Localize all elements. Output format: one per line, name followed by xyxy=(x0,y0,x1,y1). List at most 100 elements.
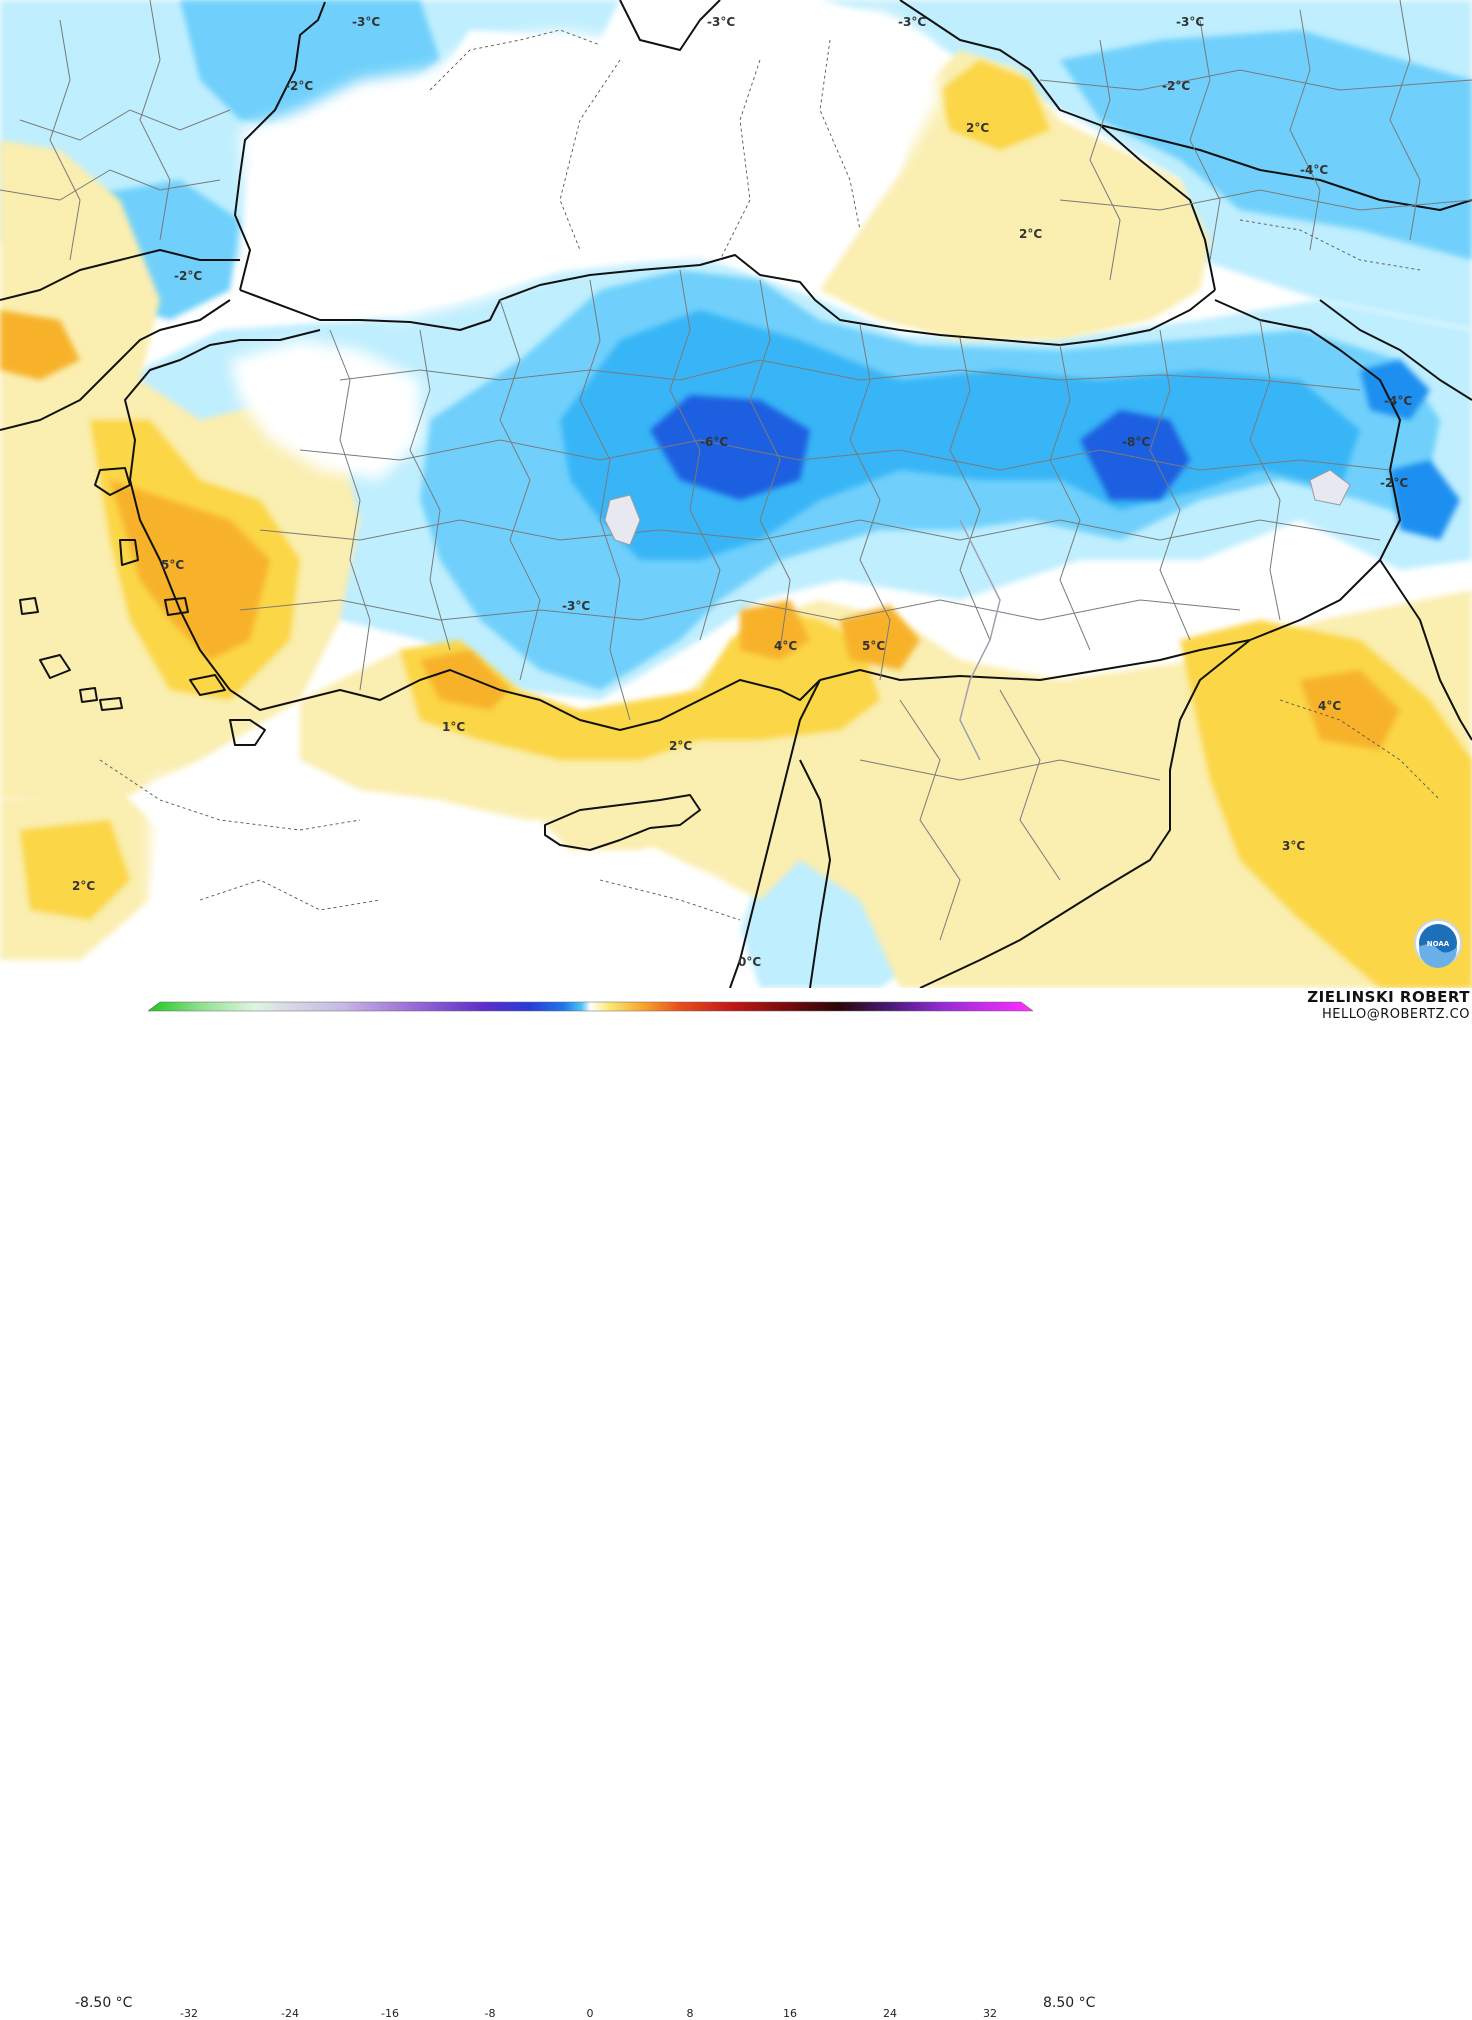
temp-label: 5°C xyxy=(862,639,885,653)
temp-label: 0°C xyxy=(738,955,761,969)
island-lesbos xyxy=(94,467,131,496)
contour-line xyxy=(199,879,381,911)
island-aegean-1 xyxy=(39,654,71,679)
warm-field-mediterranean xyxy=(300,590,1472,988)
isotherm-contours xyxy=(99,29,1441,921)
contour-line xyxy=(1239,219,1421,271)
scale-tick: -24 xyxy=(281,2007,299,2020)
contour-line xyxy=(99,759,361,831)
temp-label: -4°C xyxy=(1384,394,1412,408)
island-rhodes xyxy=(229,719,266,746)
warm-field-antalya xyxy=(420,650,510,710)
warm-field-adana xyxy=(740,600,810,660)
province-line xyxy=(1049,344,1091,651)
armenia-border xyxy=(1319,299,1472,401)
province-line xyxy=(899,699,961,941)
temp-label: 5°C xyxy=(161,558,184,572)
temp-label: 4°C xyxy=(774,639,797,653)
temp-label: -3°C xyxy=(898,15,926,29)
temp-label: 2°C xyxy=(669,739,692,753)
temp-label: -2°C xyxy=(174,269,202,283)
lake-van xyxy=(1309,469,1351,506)
temp-label: -3°C xyxy=(352,15,380,29)
contour-line xyxy=(559,59,621,251)
political-borders xyxy=(0,0,1472,988)
province-line xyxy=(299,439,1391,471)
scale-tick: 32 xyxy=(983,2007,997,2020)
cold-field-iran-core xyxy=(1390,460,1460,540)
province-line xyxy=(859,759,1161,781)
province-line xyxy=(1149,329,1191,641)
province-line xyxy=(1059,189,1472,211)
scale-tick: -16 xyxy=(381,2007,399,2020)
temp-label: 3°C xyxy=(1282,839,1305,853)
black-sea-coastline xyxy=(234,1,326,291)
warm-field-gaziantep xyxy=(840,605,920,670)
jordan-border xyxy=(799,759,831,988)
river-euphrates xyxy=(959,519,1001,761)
island-chios xyxy=(119,539,139,566)
contour-line xyxy=(1279,699,1441,801)
province-line xyxy=(259,519,1381,541)
province-line xyxy=(499,299,541,681)
turkey-aegean-coast xyxy=(124,329,321,691)
island-aegean-4 xyxy=(189,674,226,696)
syria-iraq-border xyxy=(919,639,1251,988)
scale-tick: 0 xyxy=(586,2007,594,2020)
province-line xyxy=(19,109,231,141)
lake-tuz xyxy=(604,494,641,546)
contour-line xyxy=(429,29,601,91)
scale-min-label: -8.50 °C xyxy=(75,1995,133,2011)
noaa-logo-wave xyxy=(1419,944,1457,968)
temperature-anomaly-map: -3°C -3°C -3°C -3°C -2°C -2°C 2°C 2°C -4… xyxy=(0,0,1472,988)
province-line xyxy=(1089,39,1121,281)
contour-line xyxy=(719,59,761,261)
neutral-field-marmara xyxy=(230,340,420,480)
cyprus-coast xyxy=(544,794,701,851)
iran-border xyxy=(1379,559,1472,741)
turkey-iraq-iran-border xyxy=(1214,299,1401,641)
author-email[interactable]: HELLO@ROBERTZ.CO xyxy=(1321,1007,1470,1022)
turkey-syria-border xyxy=(819,639,1251,681)
balkans-coast xyxy=(0,299,231,431)
island-aegean-3 xyxy=(79,687,98,703)
province-line xyxy=(749,279,791,651)
temp-label: -2°C xyxy=(1380,476,1408,490)
crimea-coast xyxy=(619,0,721,51)
turkey-south-coast xyxy=(229,669,821,731)
temp-label: -3°C xyxy=(707,15,735,29)
scale-tick: -8 xyxy=(484,2007,496,2020)
noaa-logo-text: NOAA xyxy=(1427,940,1450,948)
contour-line xyxy=(819,39,861,231)
temp-label: 2°C xyxy=(1019,227,1042,241)
noaa-logo: NOAA xyxy=(1414,919,1462,968)
temp-label: -3°C xyxy=(562,599,590,613)
temp-label: -8°C xyxy=(1122,435,1150,449)
author-name: ZIELINSKI ROBERT xyxy=(1307,988,1470,1006)
black-sea-east-coast xyxy=(899,0,1216,291)
temperature-labels: -3°C -3°C -3°C -3°C -2°C -2°C 2°C 2°C -4… xyxy=(72,15,1412,969)
scale-max-label: 8.50 °C xyxy=(1043,1995,1096,2011)
province-line xyxy=(1389,0,1421,241)
province-line xyxy=(1249,319,1281,621)
province-line xyxy=(949,337,991,641)
cold-field-caucasus-core xyxy=(1360,360,1430,420)
warm-field-iraq-core xyxy=(1300,670,1400,750)
cold-field-central-core xyxy=(650,395,810,500)
warm-field-aegean-core xyxy=(110,480,270,660)
scale-tick: -32 xyxy=(180,2007,198,2020)
georgia-russia-border xyxy=(1099,124,1472,211)
temp-label: -6°C xyxy=(700,435,728,449)
province-line xyxy=(329,329,371,691)
province-line xyxy=(239,599,1241,621)
lakes xyxy=(604,469,1351,761)
color-scale-bar xyxy=(148,1001,1033,1012)
province-line xyxy=(339,359,1361,391)
legend-footer: -8.50 °C 8.50 °C -32 -24 -16 -8 0 8 16 2… xyxy=(0,988,1472,2020)
neutral-field-libya-sea xyxy=(150,760,740,988)
cold-field-east-core xyxy=(1080,410,1190,500)
scale-tick: 24 xyxy=(883,2007,897,2020)
island-aegean-5 xyxy=(99,697,123,711)
province-line xyxy=(1189,19,1221,261)
temp-label: 2°C xyxy=(72,879,95,893)
